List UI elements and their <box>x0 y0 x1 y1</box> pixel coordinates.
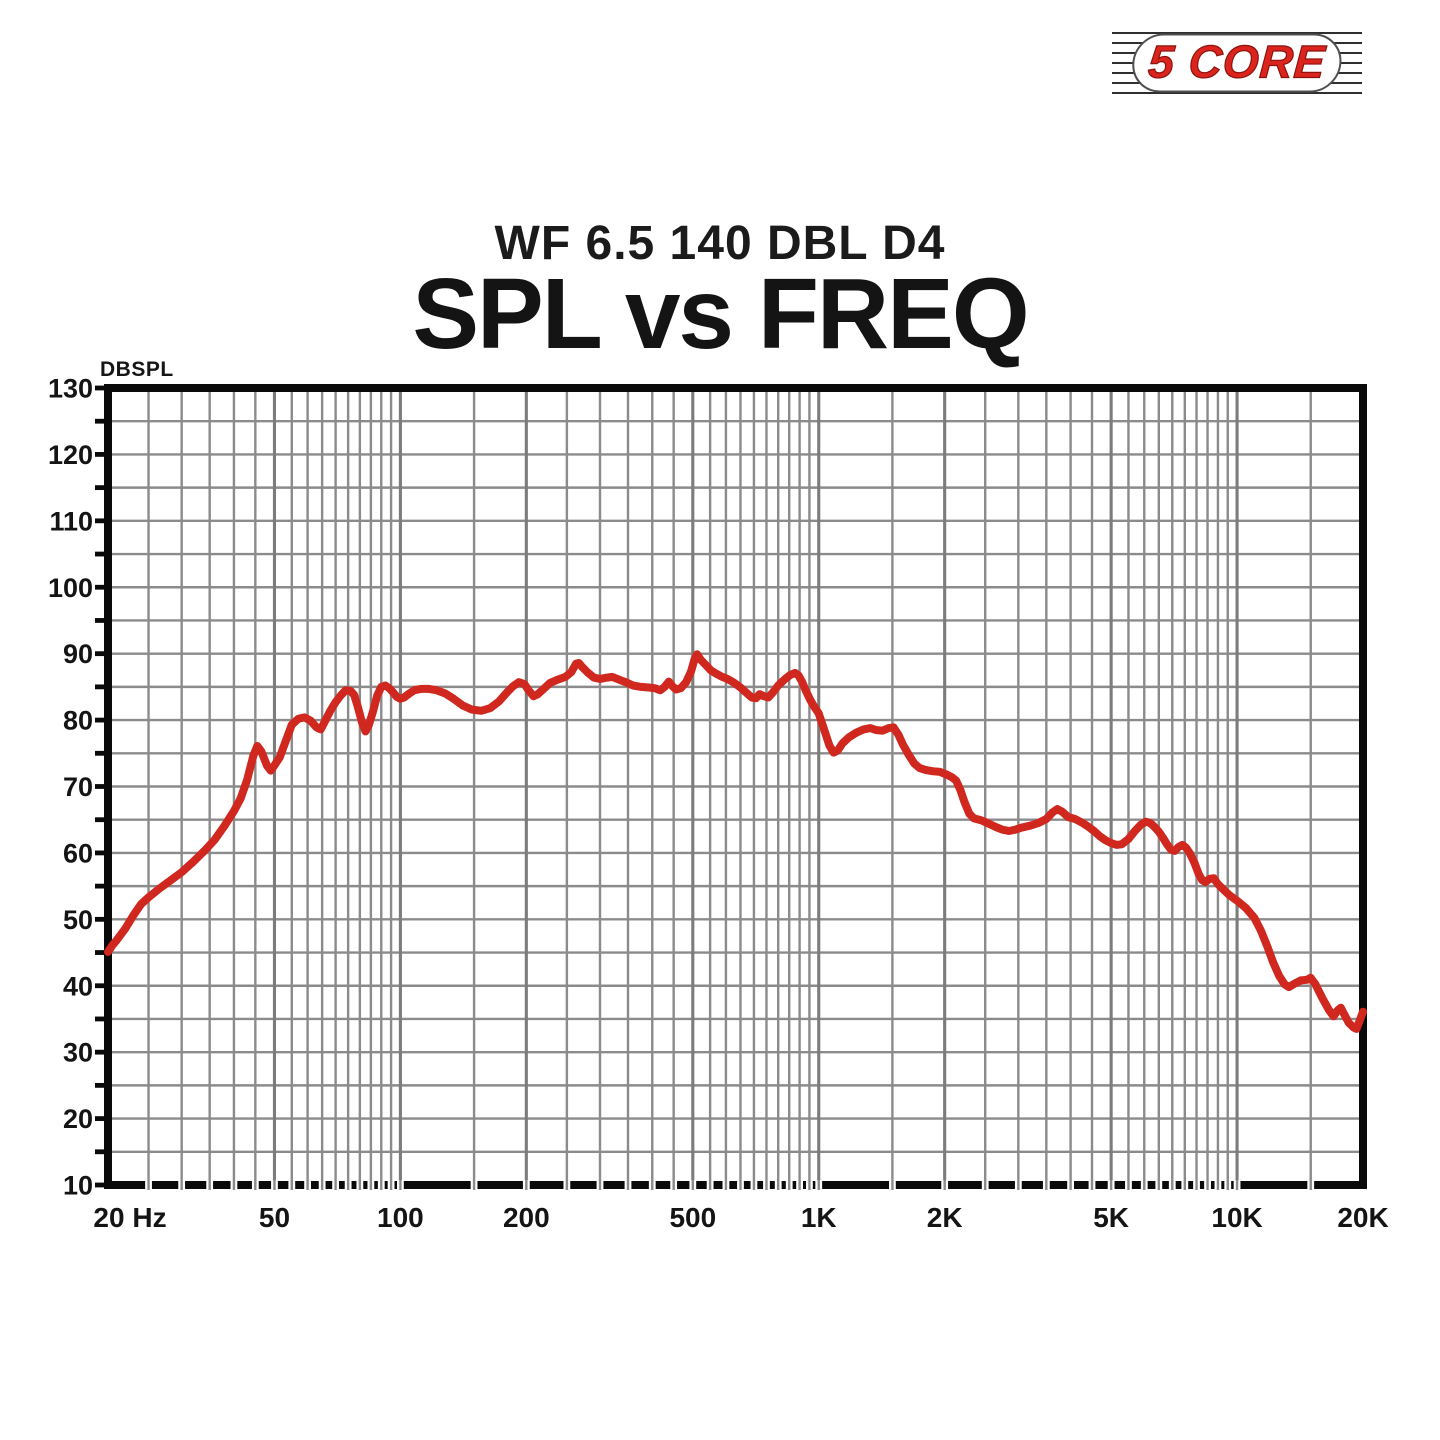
y-tick-label: 10 <box>63 1171 93 1201</box>
x-tick-label: 5K <box>1093 1202 1129 1233</box>
y-tick-label: 80 <box>63 706 93 736</box>
y-tick <box>95 385 108 391</box>
x-tick-label: 50 <box>259 1202 290 1233</box>
y-tick-label: 130 <box>48 374 93 404</box>
x-tick-label: 2K <box>927 1202 963 1233</box>
x-tick-label: 100 <box>377 1202 424 1233</box>
y-tick-label: 30 <box>63 1038 93 1068</box>
y-tick <box>95 684 108 690</box>
spl-curve <box>104 650 1367 1033</box>
y-tick <box>95 916 108 922</box>
y-tick-label: 60 <box>63 838 93 868</box>
x-tick-label: 20 Hz <box>93 1202 166 1233</box>
y-tick-label: 70 <box>63 772 93 802</box>
y-tick <box>95 651 108 657</box>
y-tick-label: 120 <box>48 440 93 470</box>
x-tick-label: 1K <box>801 1202 837 1233</box>
x-tick-label: 200 <box>503 1202 550 1233</box>
y-tick <box>95 983 108 989</box>
y-tick <box>95 850 108 856</box>
y-tick <box>95 1082 108 1088</box>
y-tick <box>95 784 108 789</box>
y-tick <box>95 1016 108 1022</box>
y-tick <box>95 618 108 623</box>
y-tick-label: 100 <box>48 573 93 603</box>
y-tick <box>95 817 108 823</box>
y-tick <box>95 551 108 557</box>
y-tick <box>95 1149 108 1155</box>
y-tick <box>95 518 108 524</box>
x-tick-label: 500 <box>669 1202 716 1233</box>
y-tick <box>95 717 108 723</box>
y-tick <box>95 950 108 955</box>
y-axis-unit-label: DBSPL <box>100 358 174 381</box>
y-tick <box>95 485 108 491</box>
y-tick <box>95 584 108 590</box>
x-tick-label: 10K <box>1211 1202 1262 1233</box>
y-tick <box>95 1049 108 1055</box>
chart-subtitle: WF 6.5 140 DBL D4 <box>494 217 946 270</box>
y-tick-label: 90 <box>63 639 93 669</box>
x-tick-label: 20K <box>1337 1202 1388 1233</box>
y-tick-label: 40 <box>63 971 93 1001</box>
page-title: SPL vs FREQ <box>412 258 1029 370</box>
y-tick-label: 50 <box>63 905 93 935</box>
y-tick <box>95 1182 108 1188</box>
brand-logo: 5 CORE <box>1112 26 1362 100</box>
y-tick <box>95 750 108 756</box>
y-tick <box>95 1116 108 1121</box>
y-tick <box>95 418 108 424</box>
y-tick <box>95 883 108 889</box>
y-tick <box>95 452 108 457</box>
y-tick-label: 20 <box>63 1104 93 1134</box>
y-tick-label: 110 <box>49 506 93 536</box>
